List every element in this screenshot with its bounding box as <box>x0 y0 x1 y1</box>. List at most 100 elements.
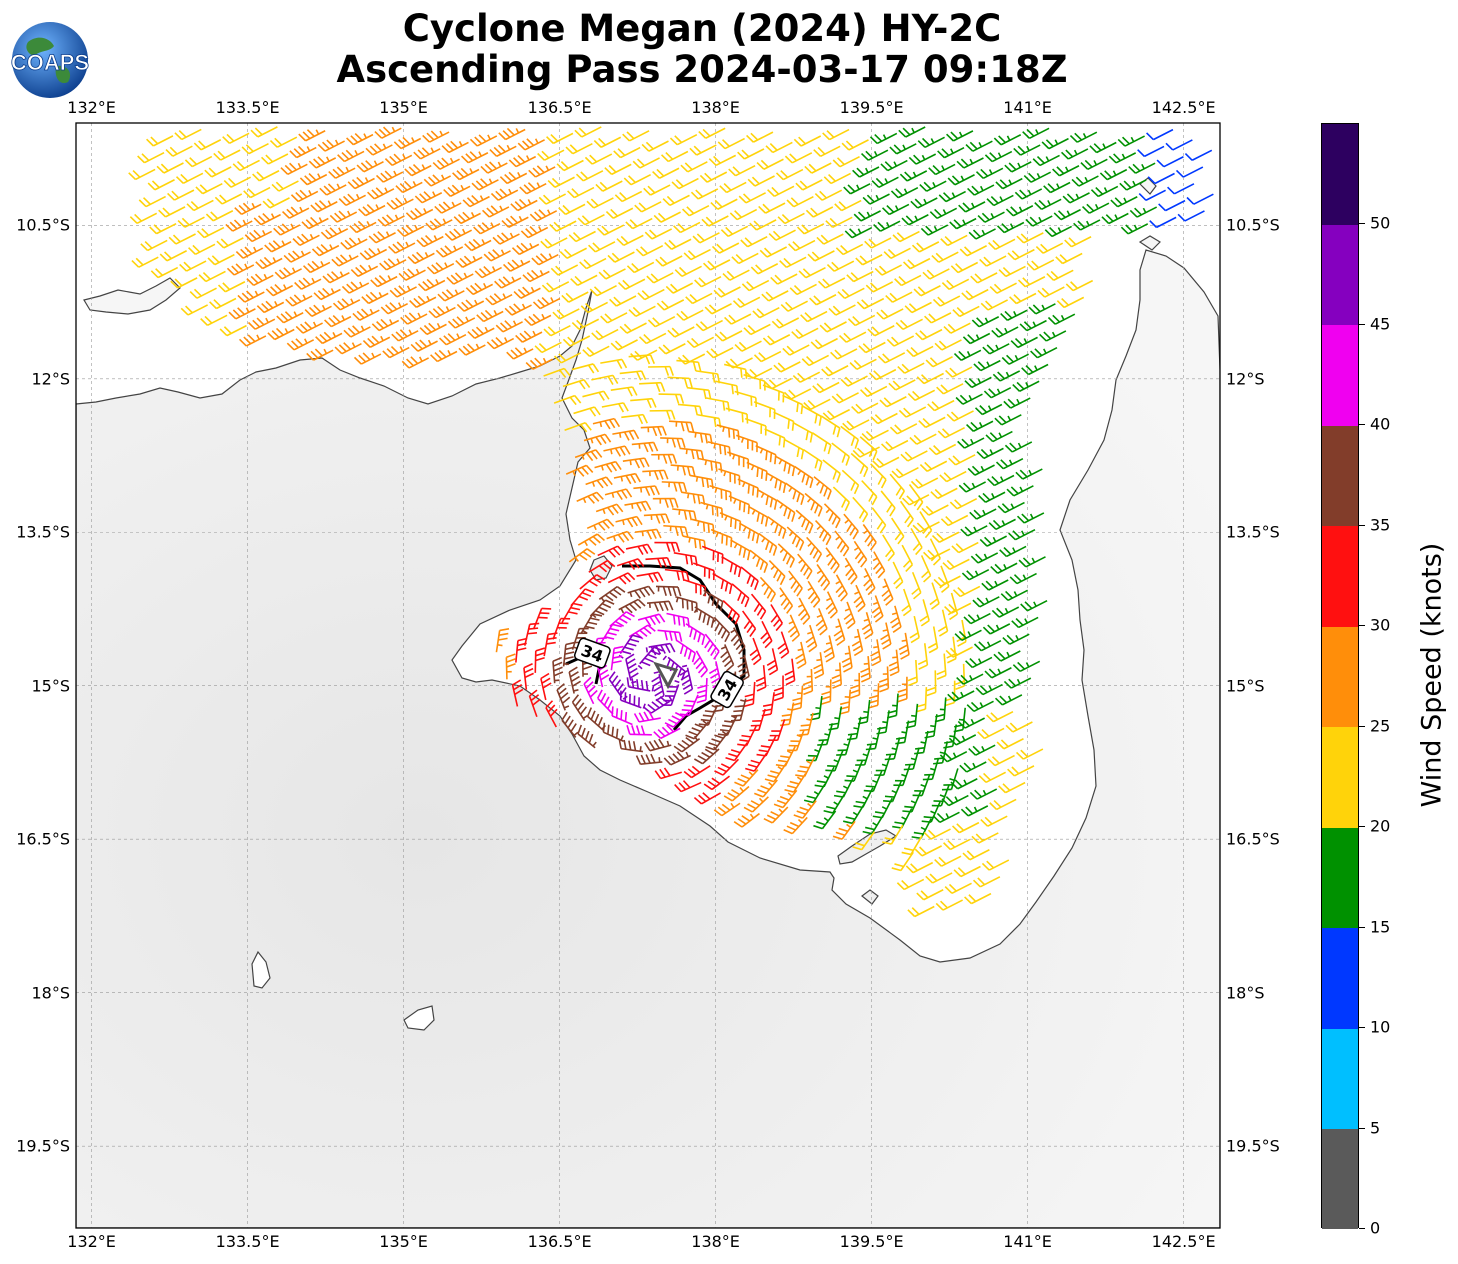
wind-barb <box>823 172 852 185</box>
wind-barb <box>1022 127 1050 140</box>
wind-barb <box>241 142 269 155</box>
wind-barb <box>389 285 417 298</box>
wind-barb <box>858 341 886 354</box>
colorbar-segment <box>1322 1028 1358 1130</box>
wind-barb <box>661 481 688 493</box>
wind-barb <box>543 632 558 657</box>
wind-barb <box>663 751 692 766</box>
wind-barb <box>665 282 694 294</box>
wind-barb <box>731 252 759 265</box>
wind-barb <box>610 386 638 397</box>
lon-tick-label-top: 142.5°E <box>1151 98 1216 117</box>
wind-barb <box>188 243 216 256</box>
wind-barb <box>834 199 862 212</box>
wind-barb <box>584 153 613 165</box>
wind-barb <box>216 237 244 249</box>
wind-barb <box>676 359 702 372</box>
wind-barb <box>855 254 883 266</box>
wind-barb <box>267 327 295 341</box>
wind-barb <box>619 322 647 334</box>
wind-barb <box>800 310 828 323</box>
wind-barb <box>511 242 540 256</box>
wind-barb <box>538 193 566 205</box>
wind-barb <box>386 197 414 210</box>
wind-barb <box>432 157 460 170</box>
wind-barb <box>543 367 571 379</box>
wind-barb <box>607 572 636 585</box>
colorbar-tick <box>1359 1127 1365 1129</box>
wind-barb <box>758 532 778 556</box>
wind-barb <box>574 126 602 138</box>
wind-barb <box>861 480 878 506</box>
lat-tick-label-left: 16.5°S <box>16 829 70 849</box>
wind-barb <box>579 257 607 270</box>
wind-barb <box>269 136 298 148</box>
wind-barb <box>622 130 650 142</box>
wind-barb <box>812 381 840 394</box>
wind-barb <box>177 216 205 228</box>
wind-barb <box>852 446 880 458</box>
wind-barb <box>770 273 798 285</box>
colorbar-tick <box>1359 524 1365 526</box>
wind-barb <box>701 215 729 227</box>
wind-barb <box>673 221 701 234</box>
wind-barb <box>809 294 837 306</box>
colorbar-tick <box>1359 625 1365 627</box>
wind-barb <box>750 263 779 275</box>
wind-barb <box>371 318 400 332</box>
wind-barb <box>894 274 922 287</box>
wind-barb <box>607 251 635 263</box>
wind-barb <box>688 430 713 445</box>
wind-barb <box>531 253 559 266</box>
wind-barb <box>175 172 204 185</box>
lon-tick-label-top: 136.5°E <box>527 98 592 117</box>
wind-barb <box>691 518 715 535</box>
wind-barb <box>405 207 434 221</box>
wind-barb <box>626 261 655 274</box>
wind-barb <box>693 606 715 628</box>
wind-barb <box>223 176 252 188</box>
wind-barb <box>238 334 267 347</box>
wind-barb <box>717 137 745 150</box>
wind-barb <box>749 549 769 573</box>
wind-barb <box>186 199 214 212</box>
wind-barb <box>644 738 672 752</box>
wind-barb <box>832 155 860 168</box>
wind-barb <box>616 234 644 247</box>
wind-barb <box>428 305 456 319</box>
wind-barb <box>506 347 534 360</box>
wind-barb <box>984 150 1013 163</box>
wind-barb <box>571 318 600 330</box>
wind-barb <box>823 503 841 529</box>
wind-barb <box>720 225 749 238</box>
wind-barb <box>986 194 1014 207</box>
wind-barb <box>903 257 931 270</box>
wind-barb <box>682 535 707 551</box>
wind-barb <box>604 488 633 500</box>
wind-barb <box>895 318 923 330</box>
wind-barb <box>749 637 762 666</box>
wind-barb <box>950 261 979 274</box>
wind-barb <box>618 598 646 614</box>
wind-barb <box>558 203 586 216</box>
lat-tick-label-left: 19.5°S <box>16 1136 70 1156</box>
colorbar <box>1321 123 1359 1230</box>
wind-barb <box>977 211 1005 223</box>
wind-barb <box>626 677 655 692</box>
wind-barb <box>830 348 858 360</box>
small-island <box>861 889 879 905</box>
wind-barb <box>718 468 741 486</box>
wind-barb <box>662 194 690 207</box>
wind-barb <box>633 710 661 723</box>
wind-barb <box>864 237 892 249</box>
wind-barb <box>753 401 776 419</box>
wind-barb <box>422 130 450 143</box>
lat-tick-label-left: 15°S <box>31 676 70 696</box>
colorbar-tick <box>1359 223 1365 225</box>
wind-barb <box>664 238 692 250</box>
wind-barb <box>286 338 315 351</box>
wind-barb <box>337 149 365 163</box>
wind-barb <box>825 216 853 229</box>
wind-barb <box>958 201 986 213</box>
wind-barb <box>747 505 769 527</box>
